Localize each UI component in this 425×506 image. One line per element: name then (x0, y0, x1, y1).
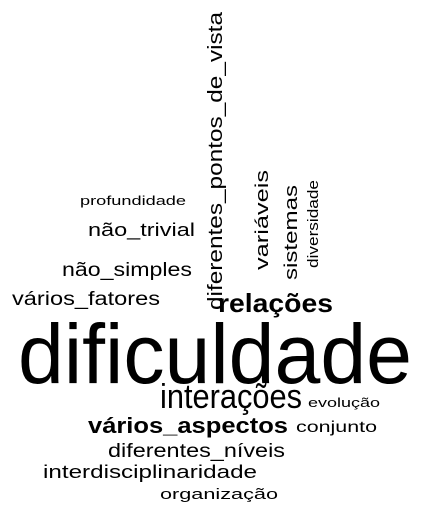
word: diversidade (305, 180, 322, 268)
word: profundidade (80, 193, 186, 208)
word: dificuldade (18, 307, 412, 401)
word: relações (218, 288, 333, 318)
word: interações (160, 378, 302, 416)
word: sistemas (281, 185, 301, 280)
word: organização (160, 486, 278, 503)
word: não_trivial (88, 220, 195, 241)
word: diferentes_pontos_de_vista (205, 11, 227, 310)
word: vários_aspectos (88, 413, 288, 438)
word: diferentes_níveis (108, 441, 285, 462)
word: conjunto (296, 419, 377, 436)
word: interdisciplinaridade (43, 462, 257, 482)
word: variáveis (252, 170, 272, 270)
word: não_simples (62, 260, 192, 281)
word: vários_fatores (12, 289, 160, 310)
word: evolução (308, 395, 380, 410)
